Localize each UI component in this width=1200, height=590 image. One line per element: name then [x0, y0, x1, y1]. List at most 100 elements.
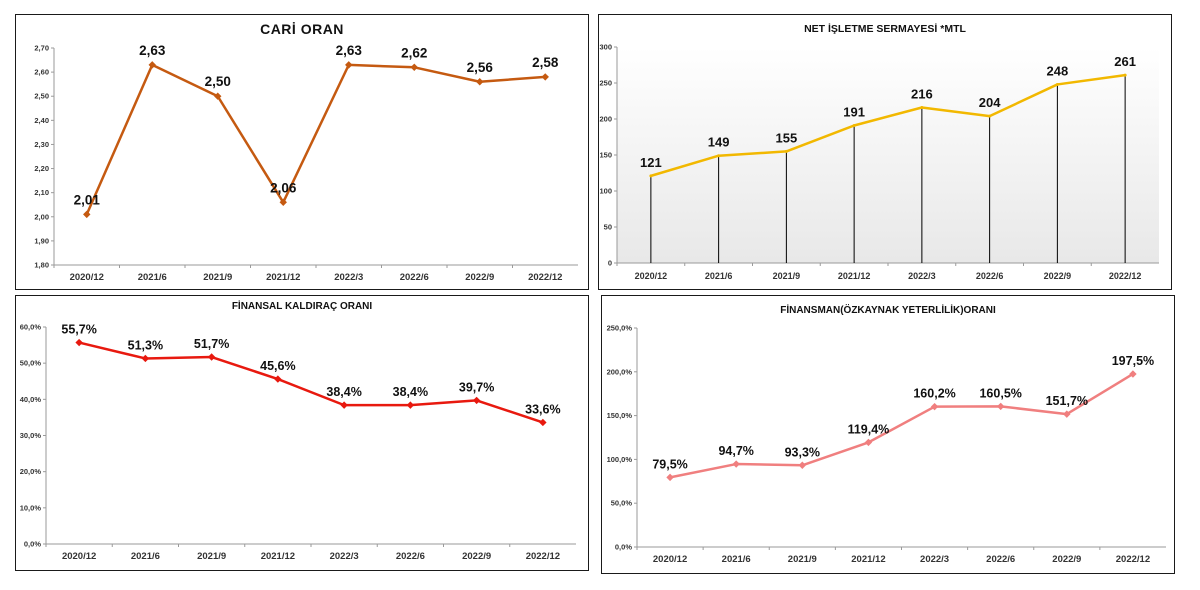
y-tick-label: 1,80 — [34, 261, 49, 270]
y-tick-label: 2,70 — [34, 44, 49, 53]
x-tick-label: 2022/3 — [334, 272, 363, 283]
x-tick-label: 2022/6 — [976, 271, 1004, 281]
data-point-marker — [988, 114, 992, 118]
y-tick-label: 200,0% — [607, 367, 633, 376]
series-line — [650, 73, 1126, 178]
plot-background — [617, 47, 1159, 263]
data-point-marker — [410, 63, 418, 71]
data-label: 119,4% — [848, 422, 890, 436]
y-tick-label: 50,0% — [20, 359, 42, 368]
x-tick-label: 2022/9 — [462, 551, 491, 562]
data-label: 55,7% — [61, 323, 96, 337]
data-point-marker — [207, 353, 216, 361]
data-label: 45,6% — [260, 359, 295, 373]
x-tick-label: 2021/9 — [203, 272, 232, 283]
data-point-marker — [274, 375, 282, 383]
data-point-marker — [649, 174, 653, 178]
y-tick-label: 40,0% — [20, 395, 42, 404]
chart-title: FİNANSAL KALDIRAÇ ORANI — [231, 301, 373, 312]
x-tick-label: 2022/3 — [908, 271, 936, 281]
finansal-kaldirac-chart: 0,0% 10,0% 20,0% 30,0% 40,0% 50,0% 60,0% 2020/1… — [20, 323, 576, 562]
x-tick-label: 2020/12 — [70, 272, 104, 283]
data-label: 93,3% — [785, 445, 820, 459]
data-point-marker — [864, 438, 873, 447]
data-point-marker — [1063, 410, 1071, 418]
finansal-kaldirac-chart-panel: FİNANSAL KALDIRAÇ ORANI 0,0% 10,0% 20,0% 30… — [15, 295, 589, 571]
data-label: 2,01 — [74, 192, 101, 207]
data-point-marker — [1055, 82, 1059, 86]
data-point-marker — [798, 461, 807, 469]
x-tick-label: 2021/12 — [851, 554, 885, 565]
x-tick-label: 2021/12 — [266, 272, 300, 283]
data-point-marker — [406, 401, 415, 409]
data-label: 79,5% — [652, 457, 687, 471]
series-line — [78, 341, 544, 424]
data-point-marker — [141, 354, 150, 363]
data-label: 216 — [911, 86, 933, 101]
net-isletme-sermayesi-chart: 0 50 100 150 200 250 300 2020/12 2021/6 2021/9 202… — [599, 43, 1159, 281]
data-label: 38,4% — [393, 385, 428, 399]
data-label: 2,63 — [336, 43, 363, 58]
x-tick-label: 2021/12 — [261, 551, 295, 562]
data-point-marker — [541, 73, 549, 81]
data-label: 2,50 — [205, 74, 231, 89]
series-line — [85, 63, 546, 215]
data-point-marker — [214, 92, 222, 100]
y-tick-label: 150 — [599, 151, 612, 160]
finansman-orani-chart: 0,0% 50,0% 100,0% 150,0% 200,0% 250,0% 2020/12… — [607, 324, 1166, 565]
y-tick-label: 250 — [599, 79, 612, 88]
x-tick-label: 2022/9 — [1044, 271, 1072, 281]
x-tick-label: 2020/12 — [62, 551, 96, 562]
y-tick-label: 2,20 — [34, 164, 49, 173]
data-point-marker — [666, 473, 674, 482]
data-point-marker — [930, 402, 939, 411]
data-point-marker — [732, 460, 740, 468]
chart-title: FİNANSMAN(ÖZKAYNAK YETERLİLİK)ORANI — [780, 305, 996, 316]
y-tick-label: 2,60 — [34, 68, 49, 77]
y-tick-label: 1,90 — [34, 236, 49, 245]
y-tick-label: 60,0% — [20, 323, 42, 332]
x-tick-label: 2022/3 — [330, 551, 359, 562]
data-label: 2,06 — [270, 180, 297, 195]
y-tick-label: 50,0% — [611, 499, 633, 508]
x-tick-label: 2022/6 — [400, 272, 429, 283]
x-tick-label: 2022/9 — [1052, 554, 1081, 565]
data-label: 2,63 — [139, 43, 166, 58]
data-point-marker — [476, 78, 484, 86]
x-tick-label: 2022/9 — [465, 272, 494, 283]
data-label: 94,7% — [718, 444, 753, 458]
data-label: 39,7% — [459, 380, 494, 394]
y-tick-label: 2,00 — [34, 212, 49, 221]
data-label: 204 — [979, 95, 1001, 110]
x-tick-label: 2022/12 — [528, 272, 562, 283]
data-point-marker — [75, 338, 83, 347]
y-tick-label: 250,0% — [607, 324, 633, 333]
data-label: 33,6% — [525, 402, 560, 416]
y-tick-label: 0 — [608, 259, 612, 268]
y-tick-label: 200 — [599, 115, 612, 124]
y-tick-label: 2,10 — [34, 188, 49, 197]
data-label: 151,7% — [1046, 394, 1088, 408]
x-tick-label: 2021/9 — [197, 551, 226, 562]
net-isletme-sermayesi-chart-panel: NET İŞLETME SERMAYESİ *MTL 0 50 100 150 200 2… — [598, 14, 1172, 290]
data-point-marker — [148, 61, 156, 69]
data-point-marker — [996, 402, 1005, 411]
x-tick-label: 2021/12 — [838, 271, 871, 281]
data-point-marker — [784, 149, 788, 153]
chart-title: CARİ ORAN — [260, 21, 344, 37]
x-tick-label: 2022/6 — [396, 551, 425, 562]
y-tick-label: 2,30 — [34, 140, 49, 149]
finansman-orani-chart-panel: FİNANSMAN(ÖZKAYNAK YETERLİLİK)ORANI 0,0%… — [601, 295, 1175, 574]
data-point-marker — [1129, 370, 1137, 378]
x-tick-label: 2022/12 — [526, 551, 560, 562]
y-tick-label: 50 — [604, 223, 612, 232]
data-point-marker — [279, 198, 287, 207]
data-label: 2,56 — [467, 60, 494, 75]
x-tick-label: 2021/6 — [131, 551, 160, 562]
data-point-marker — [920, 105, 924, 109]
data-label: 191 — [843, 104, 865, 119]
y-tick-label: 300 — [599, 43, 612, 52]
data-label: 261 — [1114, 54, 1136, 69]
x-tick-label: 2021/9 — [773, 271, 801, 281]
data-label: 38,4% — [326, 385, 361, 399]
